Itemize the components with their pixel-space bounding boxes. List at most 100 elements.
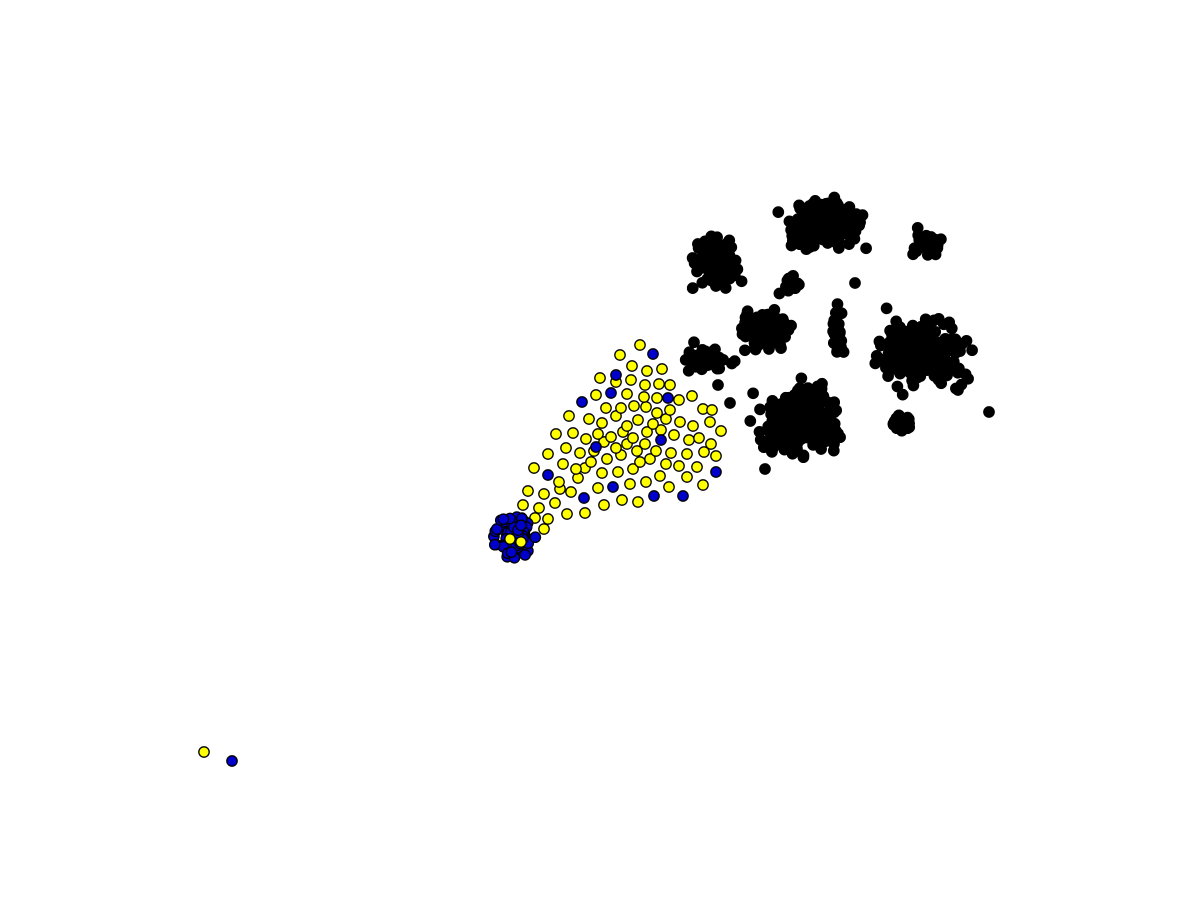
yellow-point [674, 416, 686, 428]
blue-point [529, 531, 542, 544]
black-point [891, 380, 904, 393]
yellow-point [627, 463, 639, 475]
black-point [706, 234, 719, 246]
yellow-point [632, 496, 644, 508]
yellow-point [583, 413, 595, 425]
black-point [708, 245, 721, 258]
yellow-point [590, 389, 602, 401]
yellow-point [656, 363, 668, 375]
black-point [703, 264, 715, 277]
black-point [793, 427, 806, 440]
yellow-point [664, 379, 676, 391]
black-point [766, 442, 779, 455]
yellow-point [683, 434, 695, 446]
black-point [815, 382, 828, 395]
black-point [717, 353, 729, 366]
yellow-point [665, 447, 677, 459]
yellow-point [598, 499, 610, 511]
black-point [682, 364, 695, 377]
yellow-point [640, 476, 652, 488]
black-point [911, 222, 924, 234]
black-point [736, 328, 749, 340]
yellow-point [673, 394, 685, 406]
black-point [741, 305, 754, 318]
yellow-point [628, 400, 640, 412]
black-point [880, 302, 893, 315]
black-point [796, 404, 808, 417]
blue-point [542, 469, 554, 481]
black-point [812, 407, 825, 420]
yellow-point [641, 426, 653, 438]
black-point [960, 334, 973, 347]
blue-point [578, 492, 590, 504]
black-point [767, 317, 780, 329]
black-point [935, 377, 948, 390]
black-point [832, 427, 844, 440]
yellow-point [706, 404, 718, 416]
yellow-point [517, 499, 529, 511]
black-point [686, 282, 699, 294]
black-point [869, 357, 882, 370]
black-point [932, 351, 944, 364]
yellow-point [634, 456, 646, 468]
yellow-point [565, 486, 577, 498]
yellow-point [664, 404, 676, 416]
blue-point [610, 369, 622, 381]
black-point [909, 328, 922, 340]
black-point [856, 209, 869, 221]
black-point [940, 342, 953, 355]
black-point [888, 339, 900, 352]
yellow-point [594, 372, 606, 384]
black-point [879, 353, 892, 365]
black-point [829, 307, 842, 319]
yellow-point [663, 481, 675, 493]
yellow-point [542, 513, 554, 525]
black-point [907, 248, 919, 261]
black-point [749, 325, 762, 337]
black-point [911, 341, 923, 353]
yellow-point [641, 365, 653, 377]
black-point [843, 201, 856, 213]
black-point [899, 415, 912, 427]
black-point [835, 341, 847, 353]
yellow-point [605, 431, 617, 443]
yellow-point [687, 420, 699, 432]
black-point [724, 397, 736, 409]
scatter-marks [198, 191, 995, 767]
yellow-outlier-point [198, 746, 210, 758]
yellow-point [673, 460, 685, 472]
black-point [795, 372, 808, 385]
yellow-core-point [515, 536, 527, 548]
yellow-point [640, 401, 652, 413]
black-point [778, 406, 790, 419]
yellow-point [627, 432, 639, 444]
black-point [759, 463, 771, 475]
yellow-point [705, 438, 717, 450]
yellow-point [560, 442, 572, 454]
black-point [739, 344, 751, 357]
black-point [983, 406, 995, 418]
blue-point [505, 546, 518, 558]
yellow-point [698, 446, 710, 458]
black-point [806, 230, 819, 243]
black-point [749, 336, 762, 349]
yellow-point [644, 453, 656, 465]
yellow-point [549, 497, 561, 509]
yellow-point [522, 485, 534, 497]
black-point [860, 242, 872, 255]
yellow-point [570, 463, 582, 475]
black-point [798, 209, 811, 222]
blue-point [677, 490, 689, 502]
blue-point [605, 387, 617, 399]
black-point [747, 387, 759, 400]
yellow-point [580, 433, 592, 445]
black-point [712, 379, 724, 391]
black-point [929, 233, 941, 246]
black-point [802, 382, 814, 394]
black-point [721, 237, 734, 249]
black-point [814, 214, 827, 227]
yellow-point [647, 418, 659, 430]
yellow-point [693, 432, 705, 444]
yellow-point [704, 416, 716, 428]
black-point [761, 308, 774, 321]
